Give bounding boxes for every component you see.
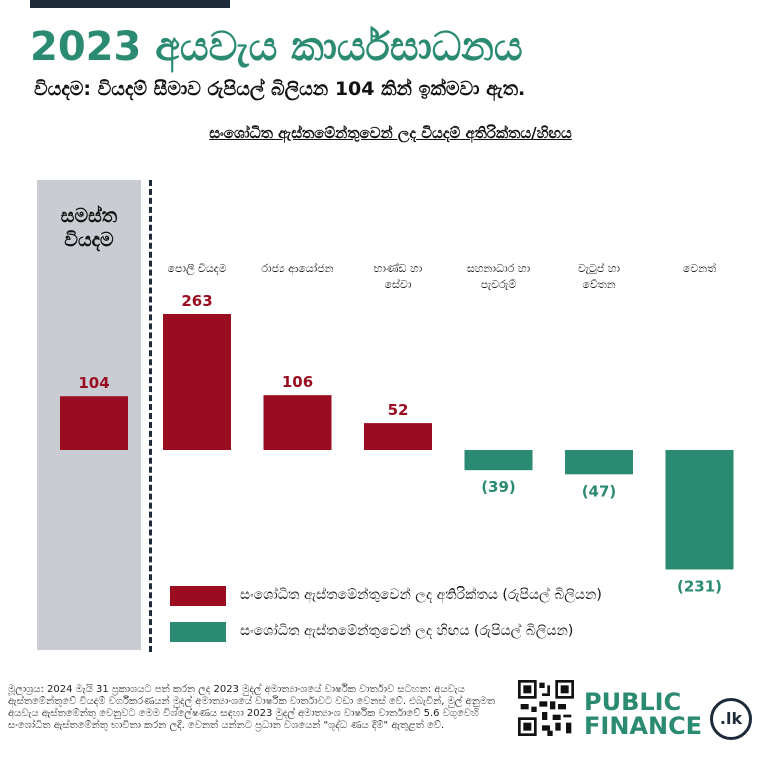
bar-1 bbox=[163, 314, 231, 450]
legend-item-deficit: සංශෝධිත ඇස්තමේන්තුවෙන් ලද හිඟය (රුපියල් … bbox=[170, 622, 690, 644]
logo-badge: .lk bbox=[710, 698, 752, 740]
category-label-5: වේතන bbox=[582, 278, 615, 291]
chart-title: සංශෝධිත ඇස්තමේන්තුවෙන් ලද වියදම් අතිරික්… bbox=[0, 124, 781, 142]
total-divider bbox=[149, 180, 152, 652]
logo-line-finance: FINANCE bbox=[584, 712, 703, 740]
page-subtitle: වියදම: වියදම් සීමාව රුපියල් බිලියන 104 ක… bbox=[34, 78, 526, 100]
bar-2 bbox=[263, 395, 332, 450]
category-label-4: පැවරුම් bbox=[481, 278, 517, 291]
value-label-1: 263 bbox=[181, 292, 212, 310]
total-bar bbox=[60, 396, 128, 450]
category-label-5: වැටුප් හා bbox=[578, 261, 620, 275]
bar-3 bbox=[364, 423, 432, 450]
total-value-label: 104 bbox=[78, 374, 109, 392]
legend-label-surplus: සංශෝධිත ඇස්තමේන්තුවෙන් ලද අතිරික්තය (රුප… bbox=[240, 587, 602, 603]
category-label-4: සහනාධාර හා bbox=[467, 262, 531, 275]
qr-code-icon[interactable] bbox=[518, 680, 574, 736]
page-title: 2023 අයවැය කාර්යසාධනය bbox=[30, 24, 523, 70]
category-label-6: වෙනත් bbox=[683, 261, 716, 275]
legend-swatch-surplus bbox=[170, 586, 226, 606]
category-label-1: පොලී වියදම bbox=[167, 262, 226, 276]
chart-title-text: සංශෝධිත ඇස්තමේන්තුවෙන් ලද වියදම් අතිරික්… bbox=[209, 124, 572, 142]
bar-6 bbox=[665, 450, 734, 570]
top-accent-bar bbox=[30, 0, 230, 8]
bar-chart: 104 263 පොලී වියදම 106 රාජ්‍ය ආයෝජන 52 භාණ්ඩ හ… bbox=[60, 261, 734, 595]
bar-4 bbox=[464, 450, 533, 471]
category-label-3: භාණ්ඩ හා bbox=[374, 261, 423, 275]
legend-swatch-deficit bbox=[170, 622, 226, 642]
bar-5 bbox=[565, 450, 633, 475]
value-label-6: (231) bbox=[677, 577, 722, 595]
category-label-3: සේවා bbox=[385, 277, 412, 291]
value-label-5: (47) bbox=[582, 482, 617, 500]
value-label-2: 106 bbox=[282, 373, 313, 391]
logo-line-public: PUBLIC bbox=[584, 688, 682, 716]
publicfinance-logo[interactable]: PUBLIC FINANCE .lk bbox=[584, 688, 752, 740]
value-label-4: (39) bbox=[481, 478, 516, 496]
legend-label-deficit: සංශෝධිත ඇස්තමේන්තුවෙන් ලද හිඟය (රුපියල් … bbox=[240, 623, 574, 639]
category-label-2: රාජ්‍ය ආයෝජන bbox=[261, 261, 333, 276]
source-note: මූලාශ්‍රය: 2024 මැයි 31 ප්‍රකාශයට පත් කර… bbox=[8, 684, 496, 731]
total-label: සමස්ත වියදම bbox=[60, 205, 118, 251]
value-label-3: 52 bbox=[388, 401, 409, 419]
legend-item-surplus: සංශෝධිත ඇස්තමේන්තුවෙන් ලද අතිරික්තය (රුප… bbox=[170, 586, 690, 608]
